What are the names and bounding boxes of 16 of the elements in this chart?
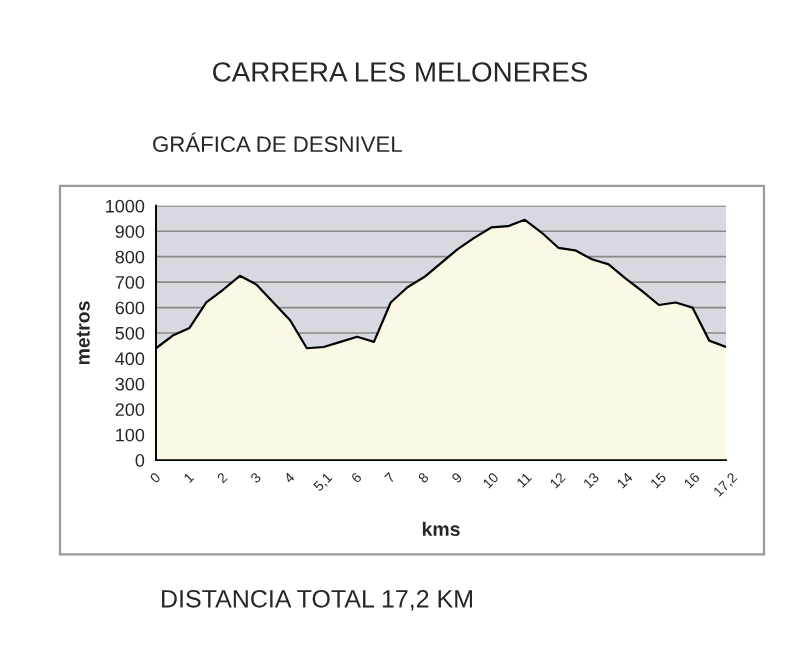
text: DISTANCIA TOTAL 17,2 KM: [162, 589, 472, 611]
chart-title: CARRERA LES MELONERES: [213, 62, 588, 82]
x-axis-title: kms: [422, 521, 460, 537]
y-tick-label: 800: [115, 250, 145, 264]
y-tick-label: 0: [135, 454, 145, 467]
y-tick-label: 400: [115, 352, 145, 366]
y-tick-label: 1000: [106, 199, 145, 213]
y-tick-label: 200: [115, 403, 145, 417]
y-tick-label: 700: [115, 276, 145, 289]
y-axis-title: metros: [76, 301, 90, 365]
y-tick-label: 900: [115, 225, 145, 238]
y-tick-label: 100: [116, 428, 145, 442]
y-tick-label: 300: [115, 377, 145, 391]
y-tick-label: 500: [115, 326, 145, 340]
chart-subtitle: GRÁFICA DE DESNIVEL: [153, 132, 402, 153]
y-tick-label: 600: [115, 301, 145, 315]
